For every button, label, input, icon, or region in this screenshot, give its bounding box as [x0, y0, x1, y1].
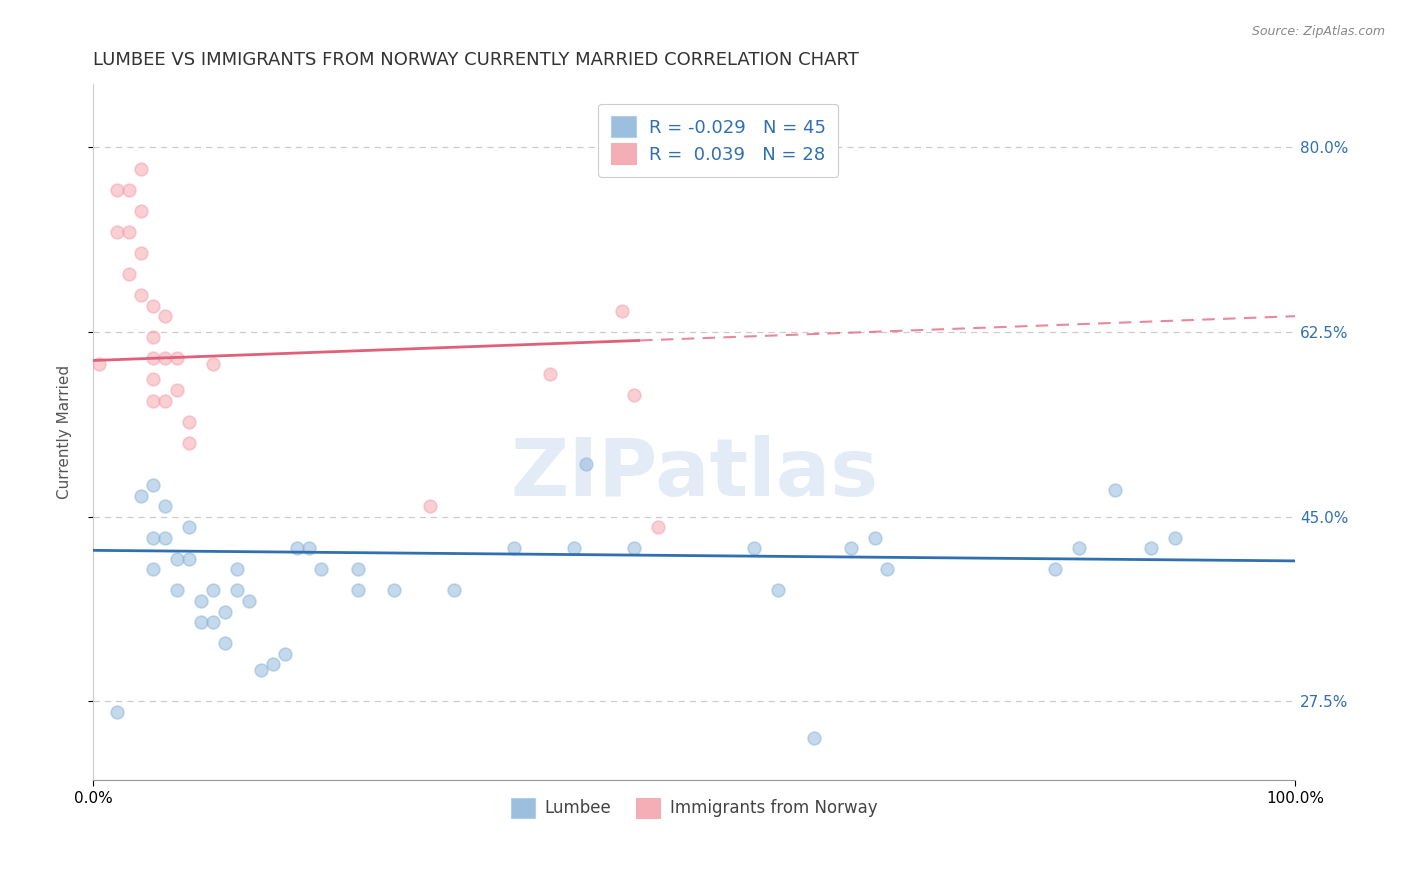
- Point: [142, 531, 165, 545]
- Point: [129, 246, 152, 260]
- Point: [443, 583, 465, 598]
- Point: [118, 183, 141, 197]
- Point: [250, 663, 273, 677]
- Point: [346, 562, 368, 576]
- Point: [214, 636, 236, 650]
- Point: [382, 583, 405, 598]
- Point: [166, 383, 188, 397]
- Point: [105, 225, 128, 239]
- Point: [538, 368, 561, 382]
- Point: [166, 351, 188, 366]
- Point: [262, 657, 284, 672]
- Point: [1164, 531, 1187, 545]
- Point: [179, 415, 201, 429]
- Legend: Lumbee, Immigrants from Norway: Lumbee, Immigrants from Norway: [505, 791, 884, 824]
- Text: Source: ZipAtlas.com: Source: ZipAtlas.com: [1251, 25, 1385, 38]
- Point: [287, 541, 309, 556]
- Y-axis label: Currently Married: Currently Married: [58, 365, 72, 500]
- Point: [153, 499, 176, 513]
- Point: [105, 183, 128, 197]
- Point: [839, 541, 862, 556]
- Point: [419, 499, 441, 513]
- Point: [190, 594, 212, 608]
- Text: LUMBEE VS IMMIGRANTS FROM NORWAY CURRENTLY MARRIED CORRELATION CHART: LUMBEE VS IMMIGRANTS FROM NORWAY CURRENT…: [93, 51, 859, 69]
- Point: [129, 288, 152, 302]
- Point: [610, 304, 633, 318]
- Point: [1140, 541, 1163, 556]
- Point: [166, 551, 188, 566]
- Point: [179, 551, 201, 566]
- Point: [166, 583, 188, 598]
- Point: [647, 520, 669, 534]
- Point: [238, 594, 260, 608]
- Point: [142, 299, 165, 313]
- Point: [153, 309, 176, 323]
- Point: [118, 267, 141, 281]
- Point: [1043, 562, 1066, 576]
- Point: [179, 520, 201, 534]
- Point: [202, 615, 225, 629]
- Point: [202, 583, 225, 598]
- Point: [562, 541, 585, 556]
- Point: [105, 705, 128, 719]
- Point: [129, 203, 152, 218]
- Point: [202, 357, 225, 371]
- Point: [142, 330, 165, 344]
- Point: [575, 457, 598, 471]
- Point: [226, 583, 249, 598]
- Point: [298, 541, 321, 556]
- Point: [502, 541, 524, 556]
- Point: [142, 372, 165, 386]
- Point: [226, 562, 249, 576]
- Point: [179, 435, 201, 450]
- Point: [153, 531, 176, 545]
- Point: [623, 541, 645, 556]
- Point: [129, 161, 152, 176]
- Point: [142, 351, 165, 366]
- Point: [346, 583, 368, 598]
- Point: [153, 393, 176, 408]
- Point: [768, 583, 790, 598]
- Point: [1104, 483, 1126, 498]
- Point: [142, 393, 165, 408]
- Point: [876, 562, 898, 576]
- Point: [153, 351, 176, 366]
- Point: [803, 731, 825, 745]
- Point: [1067, 541, 1090, 556]
- Point: [129, 488, 152, 502]
- Point: [87, 357, 110, 371]
- Point: [623, 388, 645, 402]
- Point: [744, 541, 766, 556]
- Point: [311, 562, 333, 576]
- Point: [274, 647, 297, 661]
- Point: [118, 225, 141, 239]
- Point: [142, 562, 165, 576]
- Point: [214, 605, 236, 619]
- Point: [190, 615, 212, 629]
- Point: [863, 531, 886, 545]
- Text: ZIPatlas: ZIPatlas: [510, 435, 879, 513]
- Point: [142, 478, 165, 492]
